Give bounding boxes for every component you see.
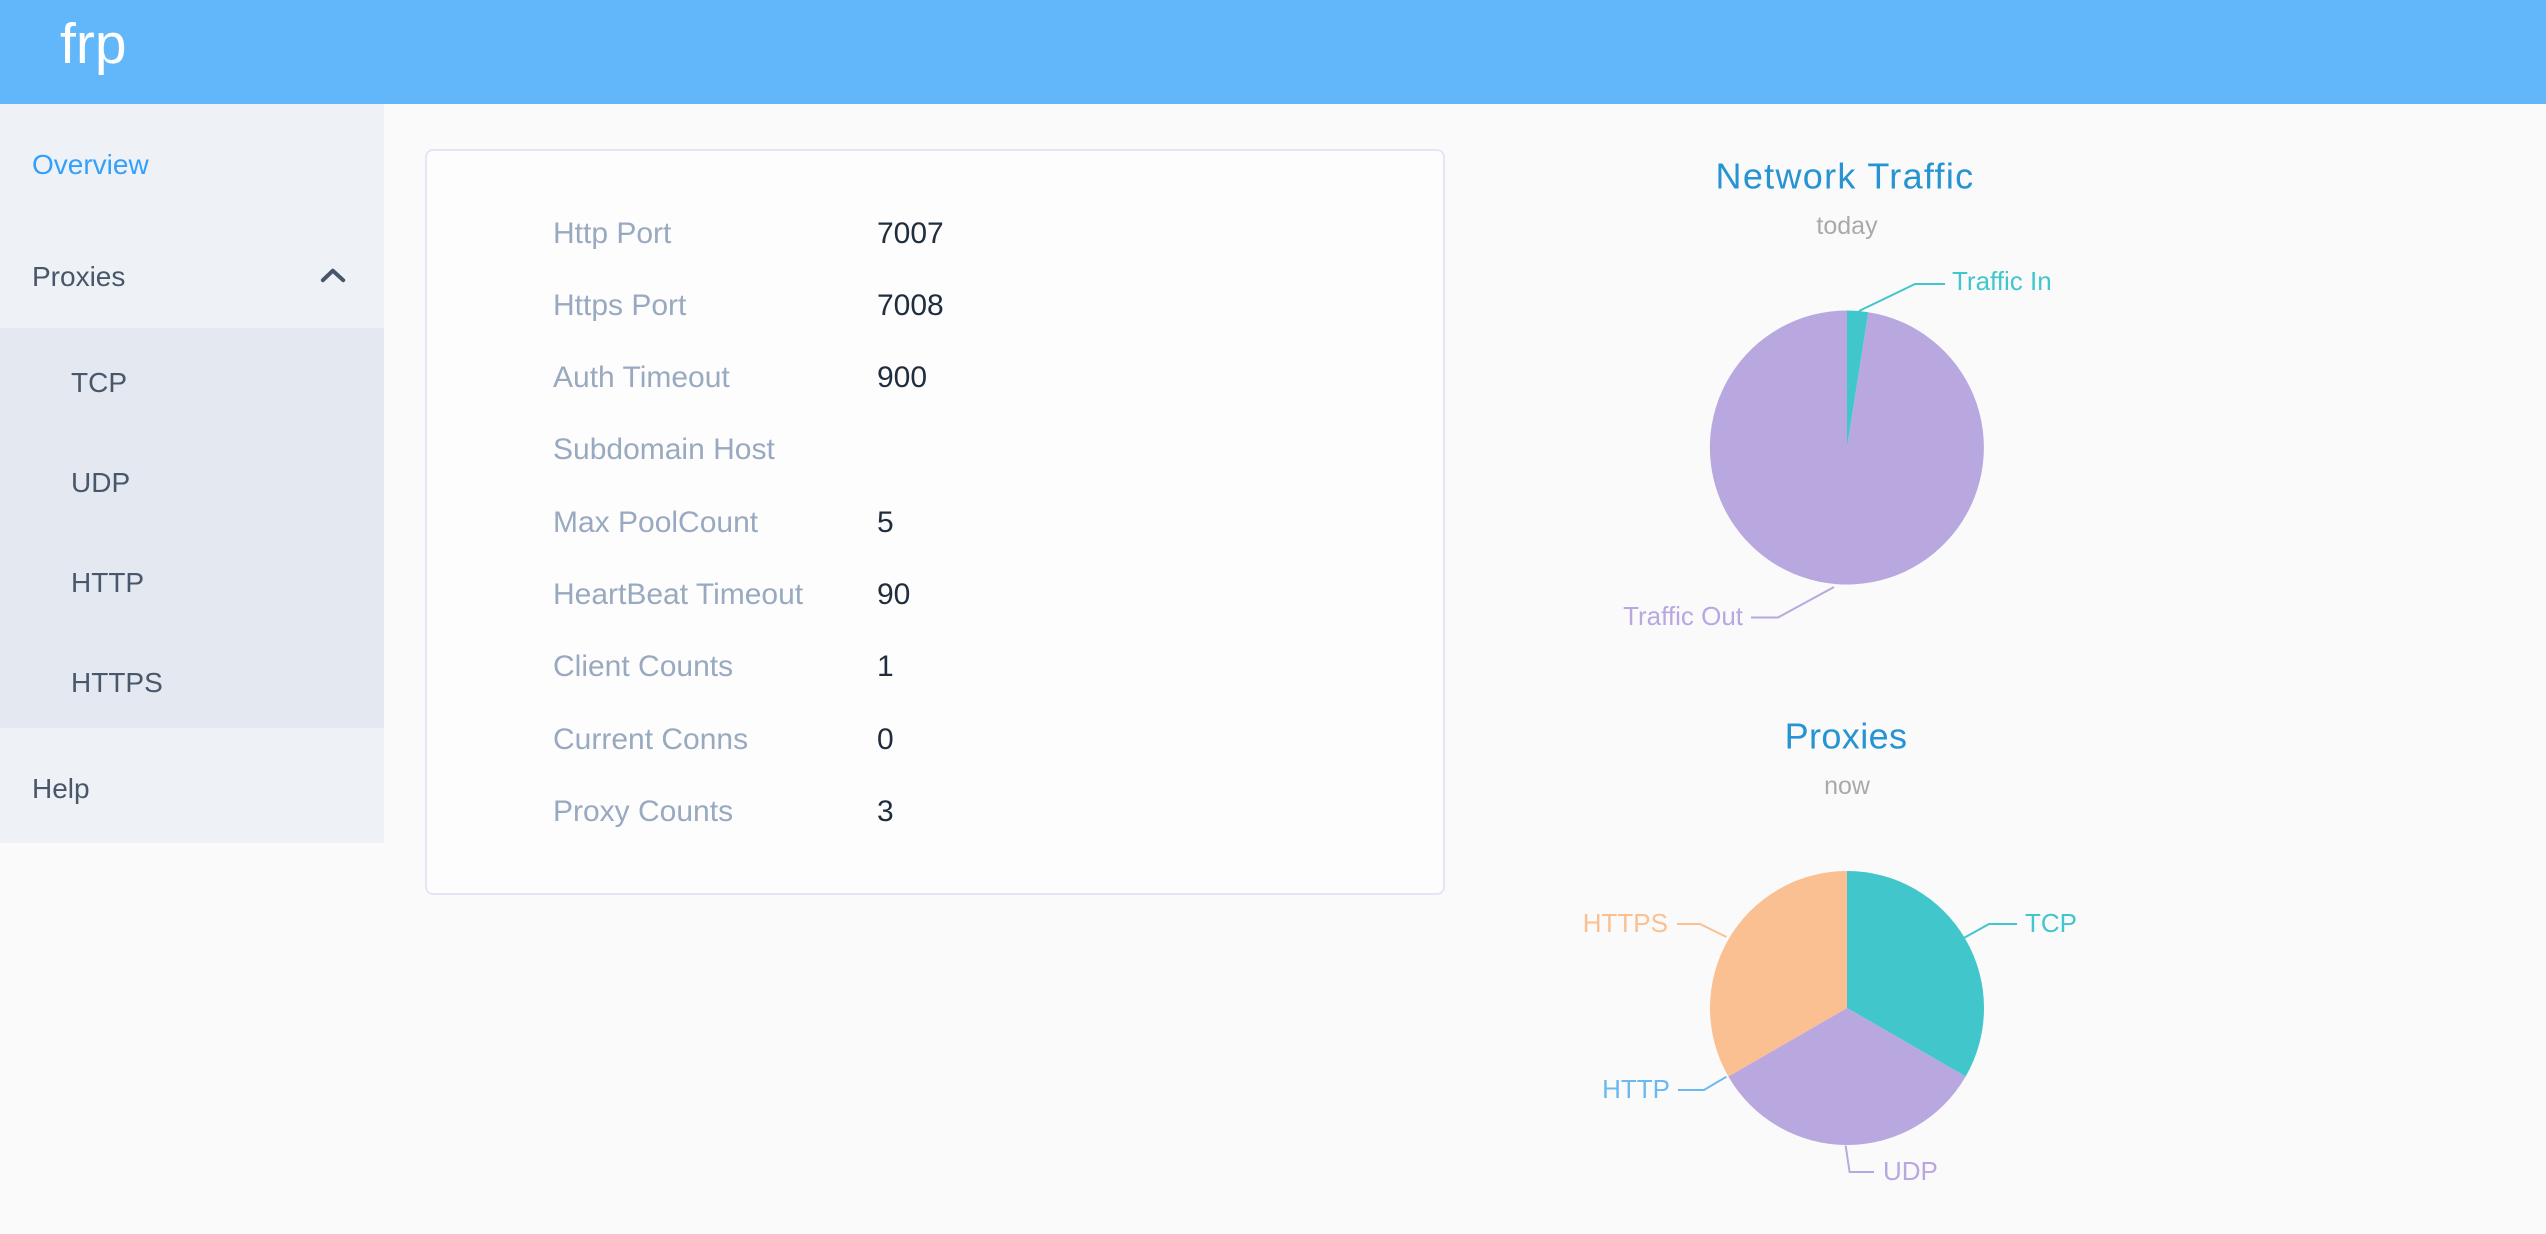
svg-text:Traffic In: Traffic In: [1952, 266, 2052, 296]
svg-text:HTTP: HTTP: [1602, 1074, 1670, 1104]
svg-text:Proxies: Proxies: [1785, 716, 1908, 757]
svg-text:UDP: UDP: [1883, 1156, 1938, 1186]
svg-text:HTTPS: HTTPS: [1583, 908, 1668, 938]
svg-text:TCP: TCP: [2025, 908, 2077, 938]
svg-text:Network Traffic: Network Traffic: [1716, 156, 1975, 197]
svg-text:now: now: [1824, 772, 1871, 800]
svg-text:today: today: [1816, 212, 1878, 240]
svg-text:Traffic Out: Traffic Out: [1623, 601, 1744, 631]
